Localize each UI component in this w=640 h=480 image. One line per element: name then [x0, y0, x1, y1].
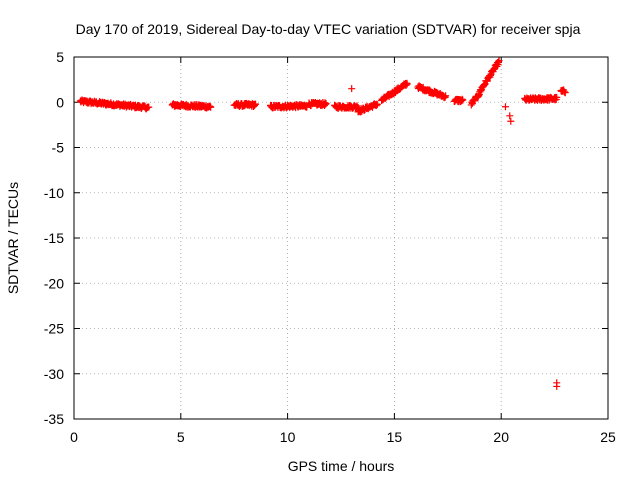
x-tick-label: 25 — [600, 429, 616, 445]
y-tick-label: -35 — [44, 411, 64, 427]
x-axis-label: GPS time / hours — [288, 458, 395, 474]
data-point — [207, 103, 215, 111]
y-tick-label: 5 — [56, 49, 64, 65]
grid-lines — [74, 57, 608, 419]
data-points — [76, 57, 569, 390]
y-tick-label: -5 — [52, 140, 65, 156]
data-point — [561, 89, 569, 97]
data-point — [442, 92, 450, 100]
x-tick-label: 15 — [387, 429, 403, 445]
data-point — [459, 96, 467, 104]
x-tick-label: 5 — [177, 429, 185, 445]
data-point — [507, 117, 515, 125]
data-point — [495, 57, 503, 65]
data-point — [553, 382, 561, 390]
data-point — [145, 103, 153, 111]
y-axis-label: SDTVAR / TECUs — [5, 182, 21, 294]
data-point — [252, 100, 260, 108]
y-tick-label: -10 — [44, 185, 64, 201]
data-point — [506, 112, 514, 120]
y-tick-label: -15 — [44, 230, 64, 246]
data-point — [348, 85, 356, 93]
plot-frame — [73, 56, 609, 420]
y-tick-label: -30 — [44, 366, 64, 382]
y-tick-label: 0 — [56, 94, 64, 110]
y-tick-label: -25 — [44, 321, 64, 337]
data-point — [403, 80, 411, 88]
chart-title: Day 170 of 2019, Sidereal Day-to-day VTE… — [76, 21, 581, 37]
data-point — [373, 101, 381, 109]
x-tick-label: 10 — [280, 429, 296, 445]
data-point — [322, 100, 330, 108]
y-tick-labels: 5 0 -5 -10 -15 -20 -25 -30 -35 — [44, 49, 64, 427]
data-point — [501, 103, 509, 111]
x-tick-label: 20 — [493, 429, 509, 445]
y-tick-label: -20 — [44, 275, 64, 291]
x-tick-label: 0 — [70, 429, 78, 445]
data-point — [553, 93, 561, 101]
x-tick-labels: 0 5 10 15 20 25 — [70, 429, 616, 445]
